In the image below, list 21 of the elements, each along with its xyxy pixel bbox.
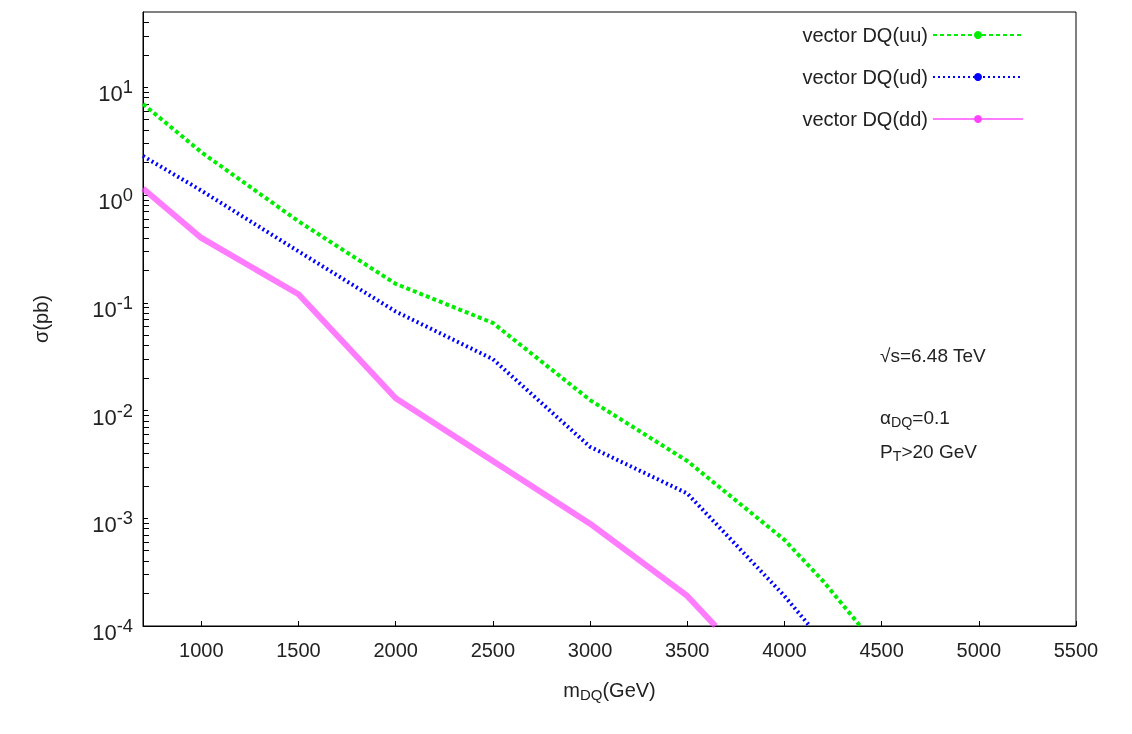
x-tick-label: 3000 <box>567 639 613 661</box>
y-axis-title: σ(pb) <box>30 295 52 343</box>
x-tick-label: 5500 <box>1053 639 1099 661</box>
legend-label: vector DQ(uu) <box>802 24 928 46</box>
y-tick-label: 10$^{-2}$ <box>92 398 133 432</box>
y-tick-label: 10$^{-3}$ <box>92 506 133 540</box>
x-tick-label: 1500 <box>276 639 321 661</box>
legend-label: vector DQ(dd) <box>802 108 928 130</box>
annotation: √s=6.48 TeV <box>880 345 987 366</box>
y-tick-label: 10$^{1}$ <box>98 75 133 109</box>
x-tick-label: 3500 <box>665 639 710 661</box>
y-tick-label: 10$^{0}$ <box>98 183 133 217</box>
x-tick-label: 1000 <box>179 639 224 661</box>
x-tick-label: 5000 <box>956 639 1002 661</box>
x-tick-label: 4500 <box>859 639 904 661</box>
x-tick-label: 2000 <box>373 639 418 661</box>
x-tick-label: 2500 <box>470 639 516 661</box>
x-tick-label: 4000 <box>762 639 807 661</box>
y-tick-label: 10$^{-1}$ <box>92 290 133 325</box>
legend-label: vector DQ(ud) <box>802 66 928 88</box>
y-tick-label: 10$^{-4}$ <box>92 614 133 648</box>
